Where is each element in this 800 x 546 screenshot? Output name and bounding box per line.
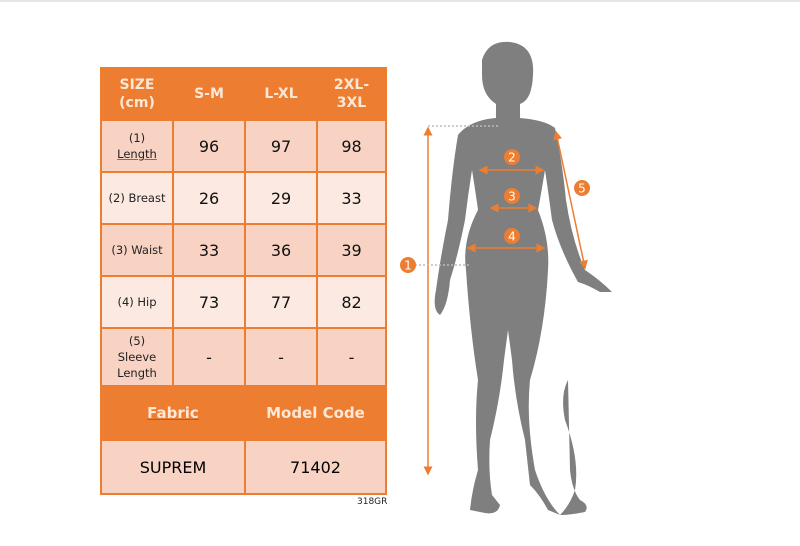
header-row: SIZE (cm) S-M L-XL 2XL-3XL <box>102 69 385 121</box>
label-text: Sleeve Length <box>117 350 157 380</box>
header-2xl-3xl: 2XL-3XL <box>318 69 385 121</box>
cell: 97 <box>246 121 318 173</box>
footer-header-row: Fabric Model Code <box>102 387 385 441</box>
model-code-value: 71402 <box>246 441 385 493</box>
cell: - <box>246 329 318 387</box>
table-row: (5) Sleeve Length - - - <box>102 329 385 387</box>
table-row: (4) Hip 73 77 82 <box>102 277 385 329</box>
woman-silhouette <box>434 41 612 516</box>
cell: - <box>174 329 246 387</box>
fabric-header-text: Fabric <box>147 404 199 422</box>
marker-2-label: 2 <box>508 151 516 165</box>
row-label-waist: (3) Waist <box>102 225 174 277</box>
label-number: (1) <box>128 131 146 145</box>
cell: 33 <box>318 173 385 225</box>
cell: 29 <box>246 173 318 225</box>
model-code-header: Model Code <box>246 387 385 441</box>
marker-5-label: 5 <box>578 182 586 196</box>
footer-value-row: SUPREM 71402 <box>102 441 385 493</box>
fabric-value: SUPREM <box>102 441 246 493</box>
header-s-m: S-M <box>174 69 246 121</box>
marker-4: 4 <box>504 228 520 244</box>
cell: 39 <box>318 225 385 277</box>
size-chart-table: SIZE (cm) S-M L-XL 2XL-3XL (1) Length 96 … <box>100 67 387 495</box>
cell: 96 <box>174 121 246 173</box>
marker-1-label: 1 <box>404 259 412 273</box>
table-row: (2) Breast 26 29 33 <box>102 173 385 225</box>
fabric-header: Fabric <box>102 387 246 441</box>
cell: 26 <box>174 173 246 225</box>
table-row: (1) Length 96 97 98 <box>102 121 385 173</box>
row-label-length: (1) Length <box>102 121 174 173</box>
table-row: (3) Waist 33 36 39 <box>102 225 385 277</box>
header-size: SIZE (cm) <box>102 69 174 121</box>
marker-2: 2 <box>504 149 520 165</box>
cell: 73 <box>174 277 246 329</box>
marker-3: 3 <box>504 188 520 204</box>
product-code: 318GR <box>357 497 388 507</box>
cell: 36 <box>246 225 318 277</box>
row-label-breast: (2) Breast <box>102 173 174 225</box>
cell: 33 <box>174 225 246 277</box>
marker-1: 1 <box>400 257 416 273</box>
label-text: Length <box>117 147 157 161</box>
top-border <box>0 0 800 2</box>
cell: 98 <box>318 121 385 173</box>
row-label-sleeve: (5) Sleeve Length <box>102 329 174 387</box>
cell: 82 <box>318 277 385 329</box>
row-label-hip: (4) Hip <box>102 277 174 329</box>
marker-5: 5 <box>574 180 590 196</box>
marker-3-label: 3 <box>508 190 516 204</box>
header-l-xl: L-XL <box>246 69 318 121</box>
cell: 77 <box>246 277 318 329</box>
marker-4-label: 4 <box>508 230 516 244</box>
measure-lines <box>415 125 588 476</box>
cell: - <box>318 329 385 387</box>
label-number: (5) <box>128 334 146 348</box>
